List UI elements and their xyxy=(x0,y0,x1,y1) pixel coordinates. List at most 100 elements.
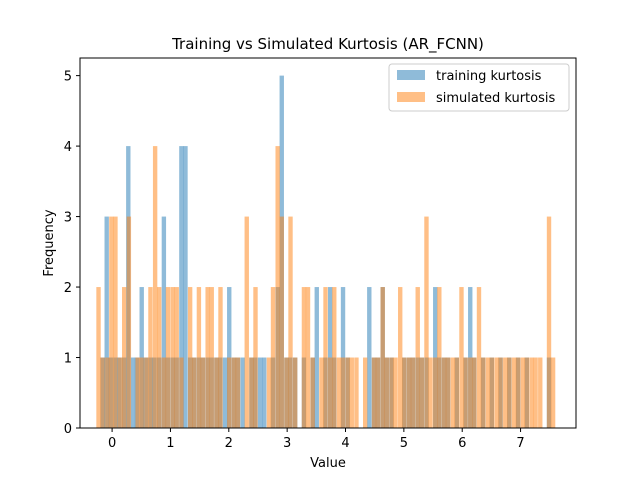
chart-title: Training vs Simulated Kurtosis (AR_FCNN) xyxy=(171,35,484,54)
y-axis: 0 1 2 3 4 5 xyxy=(64,70,80,437)
simulated-bar xyxy=(266,357,272,428)
training-bar xyxy=(161,216,167,428)
simulated-bar xyxy=(249,357,254,428)
simulated-bar xyxy=(310,357,315,428)
simulated-bar xyxy=(363,357,368,428)
simulated-bar xyxy=(328,357,333,428)
simulated-bar xyxy=(209,287,214,428)
x-tick-label: 0 xyxy=(108,436,116,451)
training-bar xyxy=(104,216,109,428)
simulated-bar xyxy=(126,216,132,428)
simulated-bar xyxy=(235,357,241,428)
training-bar xyxy=(179,146,184,428)
training-bar xyxy=(240,357,245,428)
simulated-bar xyxy=(187,287,193,428)
simulated-bar xyxy=(135,357,140,428)
simulated-bar xyxy=(174,287,179,428)
simulated-bar xyxy=(292,357,298,428)
simulated-bar xyxy=(354,357,359,428)
simulated-bar xyxy=(489,357,495,428)
simulated-bar xyxy=(371,357,377,428)
simulated-bar xyxy=(406,357,412,428)
simulated-bar xyxy=(165,287,171,428)
simulated-bar xyxy=(152,146,158,428)
simulated-bar xyxy=(433,357,438,428)
simulated-bar xyxy=(511,357,517,428)
y-tick-label: 3 xyxy=(64,211,72,226)
simulated-bar xyxy=(503,357,508,428)
simulated-bar xyxy=(520,357,525,428)
simulated-bar xyxy=(450,357,455,428)
simulated-bar xyxy=(336,357,342,428)
simulated-bar xyxy=(538,357,543,428)
simulated-bar xyxy=(170,287,175,428)
simulated-bar xyxy=(288,216,293,428)
simulated-bar xyxy=(529,357,534,428)
x-axis-label: Value xyxy=(310,456,346,471)
simulated-bar xyxy=(196,287,202,428)
simulated-bar xyxy=(445,357,451,428)
simulated-bar xyxy=(270,287,276,428)
simulated-bar xyxy=(122,287,127,428)
y-tick-label: 2 xyxy=(64,281,72,296)
legend-swatch-training xyxy=(397,70,425,80)
simulated-bar xyxy=(205,287,210,428)
simulated-bar xyxy=(319,357,324,428)
simulated-bar xyxy=(375,357,381,428)
simulated-bar xyxy=(380,287,385,428)
simulated-bar xyxy=(96,287,101,428)
simulated-bar xyxy=(485,357,490,428)
simulated-bar xyxy=(231,357,237,428)
simulated-bar xyxy=(437,287,442,428)
x-tick-label: 2 xyxy=(225,436,233,451)
simulated-bar xyxy=(389,357,394,428)
y-tick-label: 0 xyxy=(64,422,72,437)
simulated-bar xyxy=(507,357,512,428)
simulated-bar xyxy=(323,287,328,428)
simulated-bar xyxy=(428,357,433,428)
simulated-bar xyxy=(253,287,258,428)
simulated-bar xyxy=(161,357,167,428)
simulated-bar xyxy=(494,357,499,428)
training-bar xyxy=(262,357,267,428)
simulated-bar xyxy=(192,357,197,428)
simulated-bar xyxy=(144,357,149,428)
simulated-bar xyxy=(340,357,346,428)
simulated-bar xyxy=(463,357,468,428)
x-tick-label: 6 xyxy=(458,436,466,451)
simulated-bar xyxy=(402,357,407,428)
simulated-bar xyxy=(301,287,307,428)
simulated-bar xyxy=(459,287,464,428)
simulated-bar xyxy=(384,357,389,428)
simulated-bar xyxy=(533,357,538,428)
simulated-bar xyxy=(200,357,206,428)
simulated-bar xyxy=(546,216,552,428)
legend-box xyxy=(388,63,570,112)
simulated-bar xyxy=(345,357,350,428)
simulated-bar xyxy=(214,357,219,428)
training-bar xyxy=(222,357,228,428)
legend-label-simulated: simulated kurtosis xyxy=(436,91,555,106)
simulated-bar xyxy=(148,287,153,428)
simulated-bar xyxy=(398,287,403,428)
simulated-bar xyxy=(550,357,556,428)
simulated-bar xyxy=(227,357,232,428)
y-axis-label: Frequency xyxy=(42,209,57,276)
training-bar xyxy=(314,287,319,428)
simulated-bar xyxy=(179,357,184,428)
simulated-bar xyxy=(468,357,473,428)
simulated-bar xyxy=(305,287,311,428)
plot-frame xyxy=(79,57,577,429)
x-tick-label: 4 xyxy=(341,436,349,451)
simulated-bar xyxy=(332,287,337,428)
training-bar xyxy=(130,357,136,428)
x-tick-label: 1 xyxy=(166,436,174,451)
simulated-bar xyxy=(498,357,503,428)
simulated-bar xyxy=(113,216,118,428)
training-bar xyxy=(257,357,263,428)
simulated-bar xyxy=(393,357,398,428)
simulated-bars xyxy=(96,146,556,428)
y-tick-label: 5 xyxy=(64,70,72,85)
simulated-bar xyxy=(415,287,420,428)
